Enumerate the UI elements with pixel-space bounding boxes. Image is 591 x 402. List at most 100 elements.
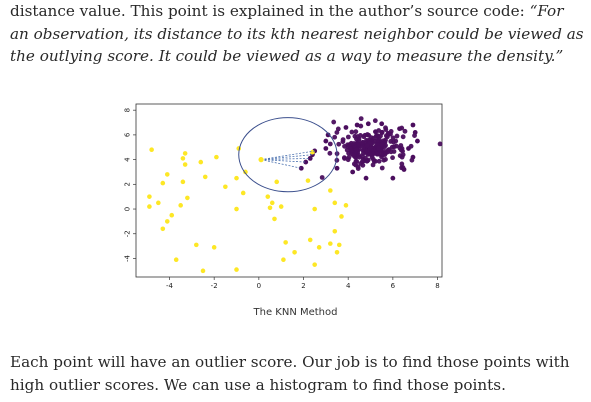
- inlier-point: [379, 142, 385, 147]
- paragraph-1-text: distance value. This point is explained …: [10, 2, 530, 20]
- inlier-point: [410, 154, 416, 160]
- inlier-point: [390, 175, 396, 181]
- outlier-point: [178, 203, 183, 208]
- inlier-point: [397, 126, 402, 132]
- inlier-point: [379, 121, 385, 127]
- inlier-point: [402, 128, 408, 134]
- y-tick-label: 2: [124, 182, 132, 186]
- inlier-point: [360, 139, 365, 145]
- outlier-point: [182, 151, 188, 156]
- inlier-point: [383, 133, 389, 139]
- outlier-point: [283, 240, 288, 245]
- inlier-point: [376, 145, 382, 151]
- inlier-point: [437, 141, 443, 147]
- inlier-point: [345, 134, 351, 140]
- outlier-point: [149, 147, 154, 153]
- outlier-point: [328, 241, 333, 246]
- source-code-quote: “For an observation, its distance to its…: [10, 2, 584, 65]
- y-tick-label: 8: [124, 108, 132, 112]
- outlier-point: [211, 245, 217, 250]
- inlier-point: [400, 134, 406, 140]
- inlier-point: [373, 129, 378, 135]
- figure-caption: The KNN Method: [253, 307, 338, 318]
- inlier-point: [355, 164, 361, 170]
- outlier-point: [164, 219, 170, 224]
- outlier-point: [281, 257, 286, 262]
- outlier-point: [198, 159, 204, 165]
- outlier-point: [243, 169, 248, 175]
- inlier-point: [360, 150, 366, 156]
- y-tick-label: -4: [124, 254, 132, 262]
- inlier-point: [363, 175, 369, 181]
- outlier-point: [223, 184, 228, 190]
- plot-frame: [135, 103, 443, 278]
- outlier-point: [200, 268, 206, 274]
- inlier-point: [400, 152, 406, 158]
- inlier-point: [410, 122, 416, 128]
- outlier-point: [278, 204, 284, 209]
- inlier-point: [370, 156, 376, 162]
- y-tick-label: 4: [124, 157, 132, 162]
- inlier-point: [327, 141, 333, 147]
- outlier-point: [339, 214, 344, 219]
- inlier-point: [323, 146, 329, 151]
- inlier-point: [307, 155, 313, 161]
- inlier-point: [340, 137, 346, 143]
- outlier-point: [336, 242, 342, 248]
- knn-scatter-plot: -4 -2 0 2 4 6 8 -4 -2 0 2 4 6 8: [124, 103, 443, 290]
- inlier-point: [415, 138, 420, 144]
- inlier-point: [331, 119, 337, 125]
- inlier-point: [334, 165, 340, 171]
- outlier-point: [312, 262, 317, 267]
- outlier-point: [305, 178, 311, 183]
- outlier-point: [334, 249, 340, 255]
- inlier-point: [364, 158, 370, 164]
- inlier-point: [367, 151, 373, 157]
- inlier-point: [374, 151, 380, 157]
- inlier-point: [364, 143, 370, 149]
- outlier-point: [147, 204, 152, 209]
- outlier-point: [214, 154, 219, 160]
- inlier-point: [358, 116, 364, 122]
- outlier-point: [265, 194, 271, 199]
- neighbor-distance-line: [261, 157, 311, 161]
- inlier-point: [347, 146, 353, 152]
- outlier-point: [160, 226, 166, 232]
- outlier-point: [310, 149, 315, 155]
- inlier-point: [325, 132, 331, 138]
- outlier-point: [267, 205, 273, 211]
- inlier-point: [391, 139, 396, 145]
- outlier-point: [173, 257, 179, 262]
- x-tick-label: 6: [391, 282, 396, 290]
- x-tick-label: 2: [301, 282, 305, 290]
- inlier-point: [345, 157, 351, 163]
- inlier-point: [356, 138, 362, 143]
- inlier-point: [372, 118, 378, 124]
- outlier-point: [182, 162, 188, 167]
- x-tick-label: -4: [166, 282, 174, 290]
- x-tick-label: -2: [211, 282, 218, 290]
- inlier-point: [379, 165, 385, 171]
- inlier-point: [394, 133, 400, 139]
- outlier-point: [292, 249, 297, 255]
- y-tick-label: 6: [124, 132, 132, 137]
- inlier-point: [356, 152, 362, 158]
- inlier-point: [354, 122, 360, 128]
- y-tick-label: 0: [124, 207, 132, 211]
- inlier-point: [385, 147, 391, 153]
- inlier-point: [412, 130, 418, 135]
- outlier-point: [180, 179, 186, 185]
- inlier-point: [375, 134, 381, 139]
- outlier-point: [312, 206, 317, 212]
- inlier-point: [323, 138, 329, 144]
- inlier-point: [350, 152, 356, 158]
- inlier-point: [383, 157, 388, 162]
- outlier-point: [169, 212, 175, 218]
- inlier-point: [390, 155, 395, 161]
- outlier-point: [185, 195, 190, 201]
- inlier-point: [350, 169, 356, 175]
- inlier-point: [332, 134, 338, 140]
- inlier-point: [349, 129, 355, 135]
- inlier-point: [353, 147, 359, 153]
- inlier-point: [375, 137, 381, 143]
